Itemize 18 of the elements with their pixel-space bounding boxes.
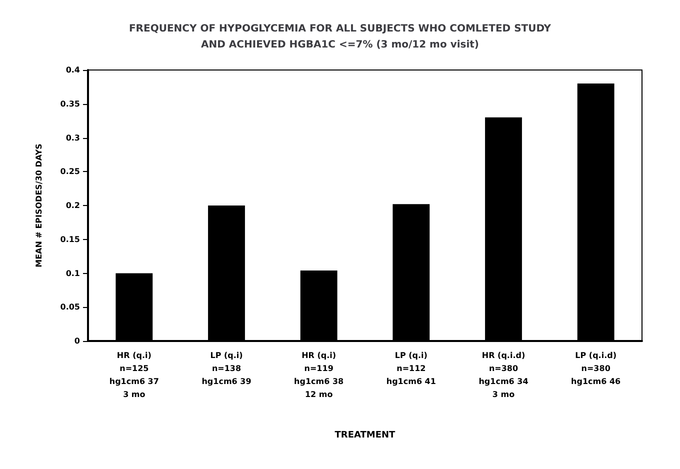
y-tick-label: 0.3 [66,133,80,142]
y-tick-label: 0.4 [66,66,80,74]
y-axis-title: MEAN # EPISODES/30 DAYS [34,143,44,268]
chart-title: FREQUENCY OF HYPOGLYCEMIA FOR ALL SUBJECTS WHO COMLETED STUDY AND ACHIEVED HGBA1C <=7% (3 mo/12 mo visit) [128,24,552,50]
y-tick-label: 0.05 [60,302,80,312]
y-tick-label: 0.35 [60,99,80,108]
x-tick-label: HR (q.i) n=125 hg1cm6 37 3 mo [109,351,159,399]
y-tick-label: 0.2 [66,201,80,210]
y-tick-label: 0.15 [60,234,80,244]
x-tick-label: HR (q.i.d) n=380 hg1cm6 34 3 mo [478,351,529,399]
x-tick-label: HR (q.i) n=119 hg1cm6 38 12 mo [294,351,344,399]
x-tick-label: LP (q.i.d) n=380 hg1cm6 46 [571,351,622,386]
x-axis-title: TREATMENT [334,430,396,440]
y-tick-label: 0 [74,336,80,346]
x-tick-label: LP (q.i) n=112 hg1cm6 41 [386,351,436,386]
y-tick-label: 0.25 [60,167,80,176]
y-tick-label: 0.1 [66,268,80,278]
x-tick-label: LP (q.i) n=138 hg1cm6 39 [202,351,252,386]
